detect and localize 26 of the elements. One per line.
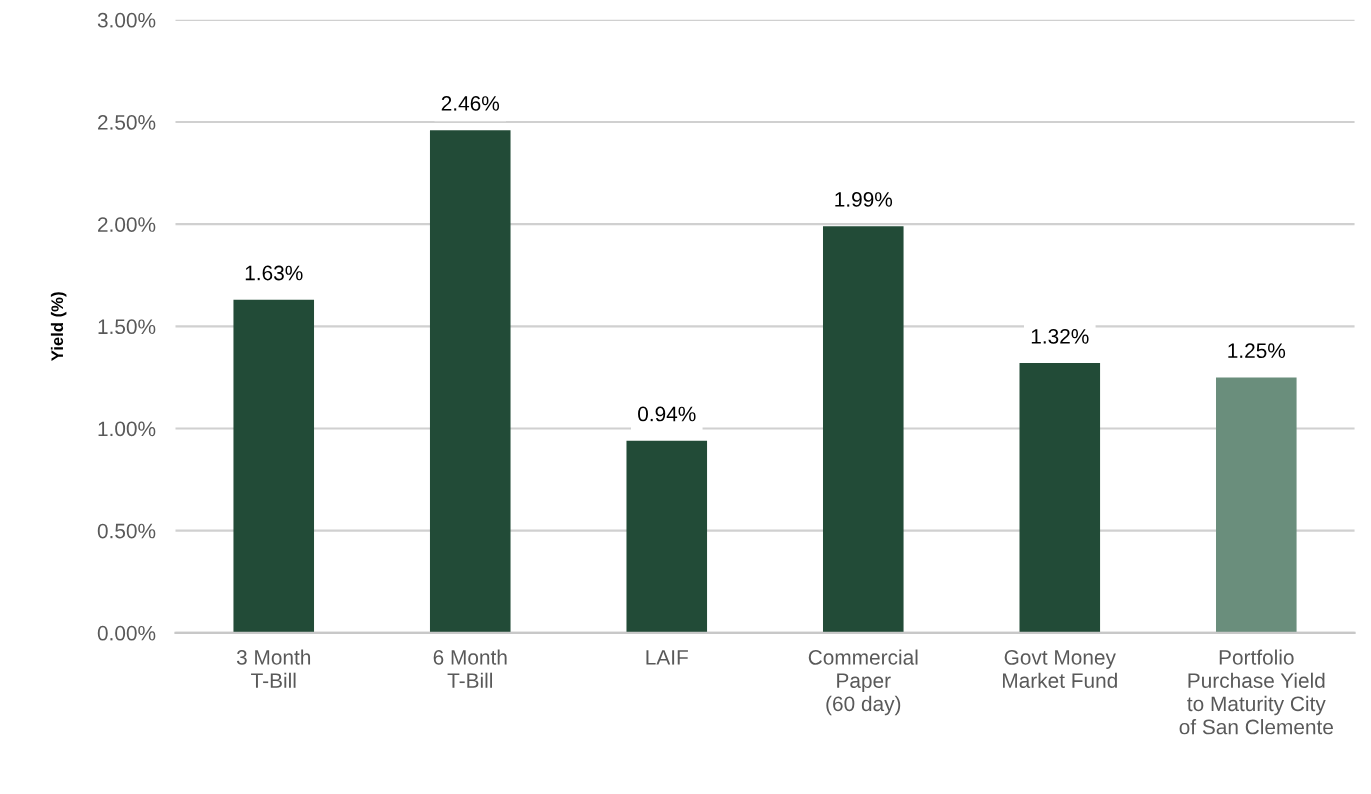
data-label: 0.94% <box>638 406 696 422</box>
bar <box>1019 363 1101 633</box>
bar <box>429 130 511 633</box>
y-tick-label: 0.50% <box>97 523 156 539</box>
y-axis-title: Yield (%) <box>50 292 67 361</box>
y-tick-label: 2.00% <box>98 217 156 232</box>
x-tick-label: LAIF <box>646 650 688 665</box>
bar <box>822 226 904 633</box>
x-tick-label: 6 Month T-Bill <box>433 649 507 688</box>
bar <box>1216 377 1297 633</box>
y-tick-label: 3.00% <box>97 12 156 28</box>
bar <box>626 440 708 633</box>
y-tick-label: 1.00% <box>98 421 156 437</box>
x-tick-label: Govt Money Market Fund <box>1003 650 1117 688</box>
y-tick-label: 1.50% <box>98 319 156 335</box>
data-label: 1.63% <box>245 265 303 281</box>
bar <box>233 299 315 633</box>
data-label: 1.99% <box>835 192 893 207</box>
data-label: 1.32% <box>1031 328 1089 344</box>
x-tick-label: Portfolio Purchase Yield to Maturity City of San Clemente <box>1179 649 1333 735</box>
y-tick-label: 2.50% <box>98 115 156 130</box>
x-tick-label: Commercial Paper (60 day) <box>808 649 918 716</box>
x-tick-label: 3 Month T-Bill <box>236 649 311 688</box>
data-label: 1.25% <box>1228 343 1286 359</box>
data-label: 2.46% <box>441 96 500 111</box>
y-tick-label: 0.00% <box>97 625 156 641</box>
